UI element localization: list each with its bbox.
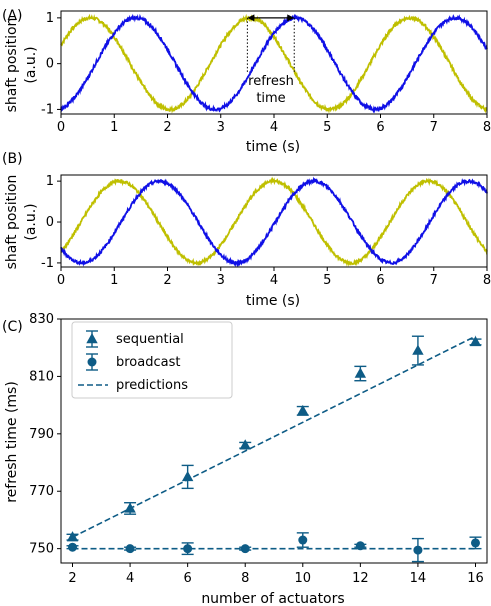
legend-sequential-label: sequential	[116, 332, 184, 347]
sequential-point-4	[124, 502, 136, 513]
x-tick-label-a-4: 4	[270, 120, 278, 135]
broadcast-point-10	[298, 535, 308, 545]
legend-box	[71, 321, 233, 399]
prediction-line-sequential	[72, 335, 476, 538]
sequential-point-14	[412, 344, 424, 355]
y-tick-label-b-1: 1	[46, 174, 54, 189]
y-tick-label-a--1: -1	[41, 102, 54, 117]
x-axis-label-a: time (s)	[246, 139, 300, 155]
x-tick-label-b-3: 3	[217, 273, 225, 288]
y-tick-label-c-770: 770	[29, 484, 54, 499]
x-tick-label-c-14: 14	[410, 571, 427, 586]
sequential-point-10	[297, 404, 309, 416]
sequential-point-6	[181, 470, 194, 482]
legend-symbols	[78, 330, 108, 386]
x-tick-label-b-8: 8	[483, 273, 491, 288]
y-tick-label-b--1: -1	[41, 256, 54, 271]
y-tick-label-c-810: 810	[29, 369, 54, 384]
axes-frame-b	[60, 174, 488, 268]
y-axis-label-a-line2: (a.u.)	[23, 46, 39, 83]
x-tick-label-b-7: 7	[430, 273, 438, 288]
axes-frame-c	[60, 318, 488, 564]
annotation-arrowhead-right	[287, 14, 295, 22]
plot-area-a: 0 1 2 3 4 5 6 7 8-101	[41, 10, 491, 135]
legend-sequential-marker	[86, 333, 98, 344]
x-tick-label-b-2: 2	[163, 273, 171, 288]
x-tick-label-c-8: 8	[241, 571, 249, 586]
x-tick-label-c-16: 16	[467, 571, 484, 586]
x-tick-label-c-6: 6	[184, 571, 192, 586]
series-b-yellow-line	[60, 176, 488, 267]
y-axis-label-b-line1: shaft position	[4, 175, 20, 270]
y-axis-label-a: shaft position (a.u.)	[4, 18, 39, 113]
broadcast-point-14	[413, 545, 423, 555]
x-axis-label-b: time (s)	[246, 293, 300, 309]
x-tick-label-b-0: 0	[57, 273, 65, 288]
y-tick-label-b-0: 0	[46, 215, 54, 230]
broadcast-point-2	[68, 542, 78, 552]
y-tick-label-a-0: 0	[46, 57, 54, 72]
x-tick-label-b-4: 4	[270, 273, 278, 288]
y-tick-label-c-750: 750	[29, 542, 54, 557]
x-tick-label-a-0: 0	[57, 120, 65, 135]
x-tick-label-a-7: 7	[430, 120, 438, 135]
x-tick-label-c-2: 2	[68, 571, 76, 586]
panel-c: (C) refresh time (ms) number of actuator…	[2, 312, 488, 606]
series-a-yellow-line	[60, 13, 488, 114]
series-b-blue-line	[60, 176, 488, 268]
x-tick-label-c-12: 12	[352, 571, 369, 586]
legend-broadcast-label: broadcast	[116, 355, 180, 370]
annotation-arrowhead-left	[247, 14, 255, 22]
legend: sequential broadcast predictions	[71, 321, 233, 399]
sequential-point-16	[469, 335, 482, 347]
panel-b: (B) shaft position (a.u.) time (s) 0 1 2 3 4…	[2, 151, 491, 309]
plot-area-b: 0 1 2 3 4 5 6 7 8-101	[41, 174, 491, 288]
x-tick-label-a-3: 3	[217, 120, 225, 135]
x-tick-label-c-10: 10	[295, 571, 312, 586]
x-tick-label-a-1: 1	[110, 120, 118, 135]
series-a-blue-line	[60, 13, 488, 114]
annotation-refresh: refresh	[248, 74, 294, 89]
panel-a: (A) shaft position (a.u.) time (s) 0 1 2 3 4…	[2, 8, 491, 155]
y-tick-label-a-1: 1	[46, 11, 54, 26]
y-tick-label-c-830: 830	[29, 312, 54, 327]
broadcast-point-6	[183, 544, 193, 554]
broadcast-point-16	[470, 538, 480, 548]
y-axis-label-a-line1: shaft position	[4, 18, 20, 113]
panel-label-c: (C)	[2, 319, 23, 335]
y-axis-label-b-line2: (a.u.)	[23, 203, 39, 240]
x-tick-label-c-4: 4	[126, 571, 134, 586]
legend-broadcast-marker	[87, 357, 97, 367]
x-tick-label-a-8: 8	[483, 120, 491, 135]
refresh-time-annotation: refresh time	[246, 14, 295, 106]
broadcast-point-12	[355, 541, 365, 551]
legend-predictions-label: predictions	[116, 378, 188, 393]
y-tick-label-c-790: 790	[29, 427, 54, 442]
x-tick-label-a-5: 5	[323, 120, 331, 135]
x-tick-label-a-2: 2	[163, 120, 171, 135]
panel-label-b: (B)	[2, 151, 23, 167]
y-axis-label-b: shaft position (a.u.)	[4, 175, 39, 270]
x-tick-label-a-6: 6	[376, 120, 384, 135]
broadcast-point-8	[240, 544, 250, 554]
axes-frame-a	[60, 10, 488, 115]
sequential-point-12	[354, 367, 367, 378]
y-axis-label-c: refresh time (ms)	[4, 381, 20, 503]
x-tick-label-b-6: 6	[376, 273, 384, 288]
panel-label-a: (A)	[2, 8, 23, 24]
x-axis-label-c: number of actuators	[201, 591, 344, 606]
sequential-point-8	[239, 439, 251, 450]
annotation-time: time	[256, 91, 285, 106]
x-tick-label-b-5: 5	[323, 273, 331, 288]
x-tick-label-b-1: 1	[110, 273, 118, 288]
broadcast-point-4	[125, 544, 135, 554]
sequential-point-2	[66, 531, 79, 542]
